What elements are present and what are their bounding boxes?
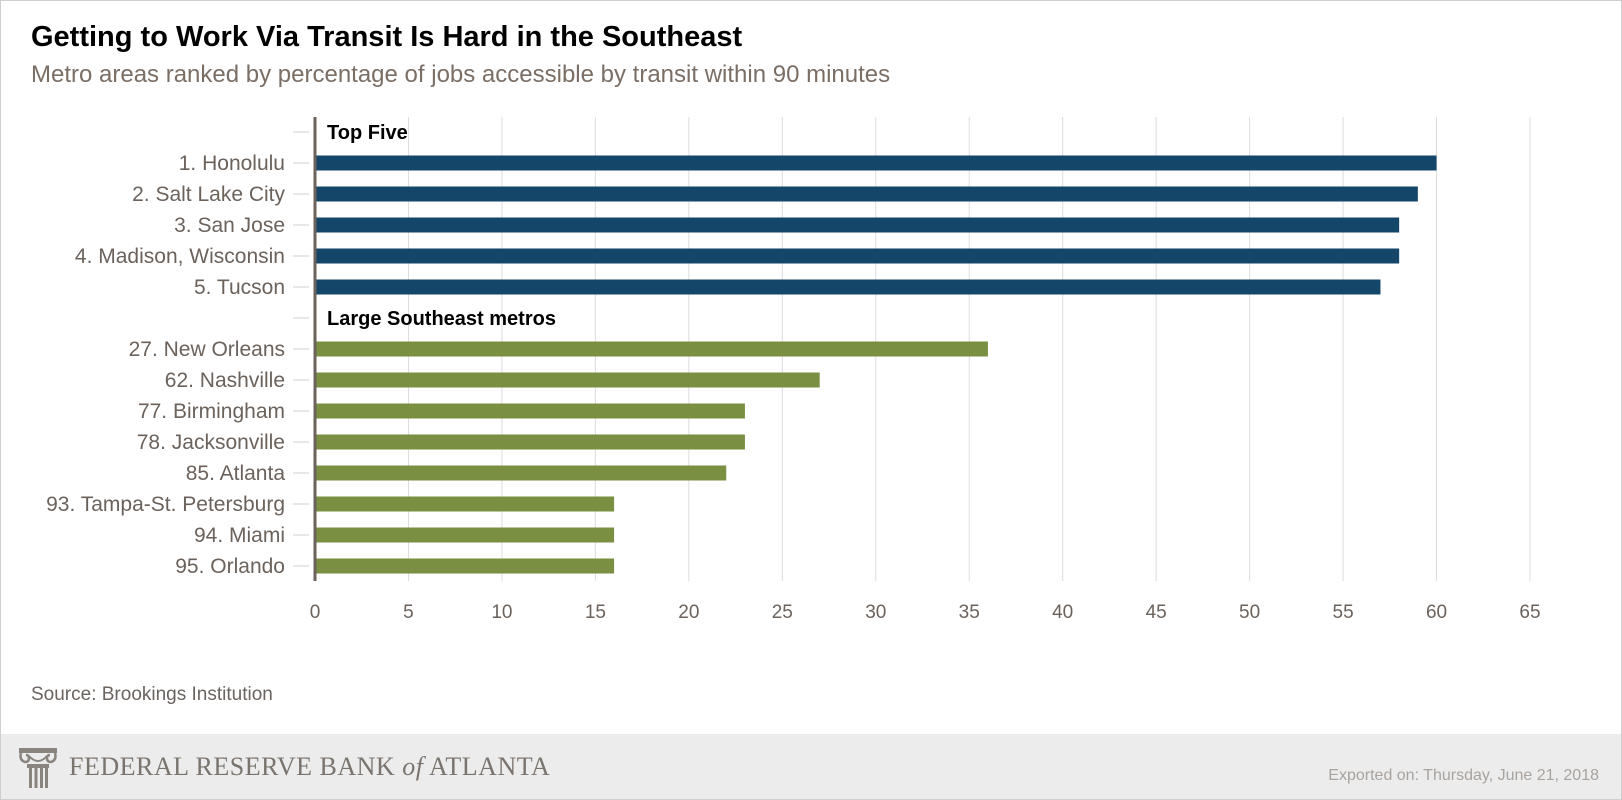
x-tick-label: 25 [772, 602, 793, 623]
y-category-label: 77. Birmingham [138, 400, 285, 423]
y-category-label: 27. New Orleans [129, 338, 285, 361]
x-tick-label: 65 [1519, 602, 1540, 623]
logo-text-of: of [402, 752, 424, 781]
x-tick-label: 50 [1239, 602, 1260, 623]
bar [315, 217, 1400, 233]
y-category-label: 5. Tucson [194, 276, 285, 299]
x-tick-label: 35 [959, 602, 980, 623]
x-tick-label: 40 [1052, 602, 1073, 623]
bar [315, 434, 745, 450]
x-tick-label: 10 [491, 602, 512, 623]
bar-chart: 0 5 10 15 20 25 30 35 40 45 50 55 60 65 Top Five 1. Hon… [46, 117, 1541, 623]
bar [315, 155, 1437, 171]
y-category-label: 1. Honolulu [179, 152, 285, 175]
group-header: Top Five [327, 122, 408, 144]
y-category-label: 4. Madison, Wisconsin [75, 245, 285, 268]
bar [315, 527, 615, 543]
bar [315, 279, 1381, 295]
bar [315, 403, 745, 419]
exported-date: Exported on: Thursday, June 21, 2018 [1328, 767, 1599, 784]
y-category-label: 3. San Jose [174, 214, 285, 237]
y-category-label: 95. Orlando [175, 555, 285, 578]
x-tick-label: 5 [403, 602, 414, 623]
bar [315, 248, 1400, 264]
y-category-label: 78. Jacksonville [137, 431, 285, 454]
bar [315, 372, 820, 388]
bar [315, 186, 1418, 202]
logo-text-part-1: FEDERAL RESERVE BANK [69, 752, 403, 781]
x-tick-label: 45 [1146, 602, 1167, 623]
x-tick-label: 0 [310, 602, 321, 623]
logo-text-part-2: ATLANTA [423, 752, 551, 781]
chart-subtitle: Metro areas ranked by percentage of jobs… [31, 61, 891, 88]
chart-title: Getting to Work Via Transit Is Hard in t… [31, 21, 743, 53]
logo-wordmark: FEDERAL RESERVE BANK of ATLANTA [69, 752, 550, 782]
source-note: Source: Brookings Institution [31, 684, 273, 705]
bar [315, 496, 615, 512]
x-tick-label: 15 [585, 602, 606, 623]
x-tick-label: 30 [865, 602, 886, 623]
bar [315, 341, 988, 357]
x-tick-label: 20 [678, 602, 699, 623]
x-tick-label: 60 [1426, 602, 1447, 623]
y-category-label: 94. Miami [194, 524, 285, 547]
x-tick-label: 55 [1333, 602, 1354, 623]
bar [315, 558, 615, 574]
group-header: Large Southeast metros [327, 308, 556, 330]
footer-bar: FEDERAL RESERVE BANK of ATLANTA Exported… [1, 734, 1621, 799]
y-category-label: 85. Atlanta [186, 462, 286, 485]
y-category-label: 62. Nashville [165, 369, 285, 392]
y-category-label: 2. Salt Lake City [132, 183, 285, 206]
bar [315, 465, 727, 481]
frb-atlanta-logo: FEDERAL RESERVE BANK of ATLANTA [17, 744, 550, 792]
column-capital-icon [19, 748, 57, 788]
y-category-label: 93. Tampa-St. Petersburg [46, 493, 285, 516]
